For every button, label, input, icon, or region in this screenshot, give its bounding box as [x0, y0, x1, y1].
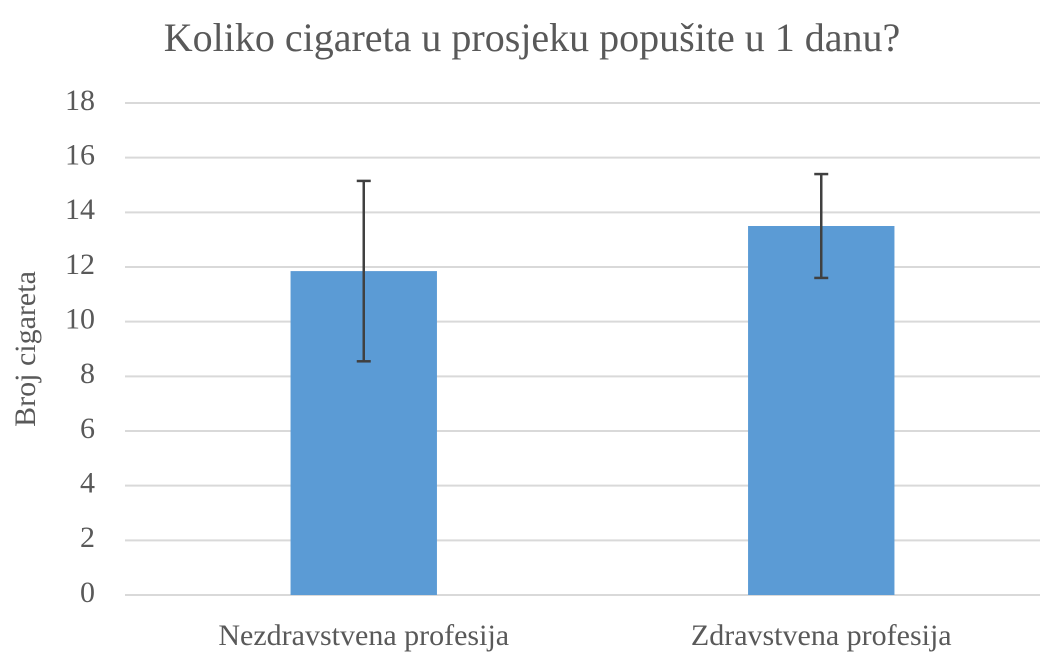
chart-title: Koliko cigareta u prosjeku popušite u 1 … [164, 15, 900, 60]
y-tick-label: 16 [65, 139, 95, 172]
y-tick-label: 14 [65, 193, 95, 226]
y-axis-label: Broj cigareta [9, 271, 42, 427]
error-bar [356, 179, 371, 363]
y-tick-label: 12 [65, 248, 95, 281]
bar [748, 226, 895, 595]
y-tick-label: 6 [80, 412, 95, 445]
y-tick-label: 0 [80, 576, 95, 609]
error-bar [814, 172, 829, 280]
y-tick-label: 10 [65, 303, 95, 336]
y-tick-label: 8 [80, 357, 95, 390]
y-tick-label: 2 [80, 521, 95, 554]
y-tick-label: 4 [80, 467, 95, 500]
x-tick-label: Zdravstvena profesija [691, 619, 952, 652]
x-tick-label: Nezdravstvena profesija [218, 619, 509, 652]
y-tick-label: 18 [65, 84, 95, 117]
